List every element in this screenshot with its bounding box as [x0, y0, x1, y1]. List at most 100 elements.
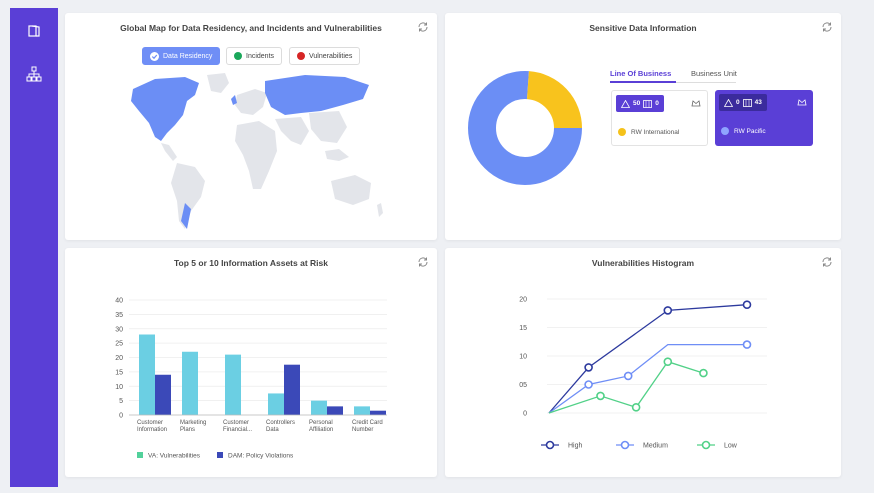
filter-vulnerabilities[interactable]: Vulnerabilities — [289, 47, 361, 65]
active-tab-indicator — [610, 81, 676, 83]
series-line — [548, 304, 748, 414]
business-unit-card[interactable]: 50 0 RW International — [611, 90, 708, 146]
legend-label[interactable]: DAM: Policy Violations — [228, 453, 294, 460]
alert-count: 50 — [633, 100, 641, 107]
crown-icon[interactable] — [797, 97, 807, 107]
x-tick-label: Personal — [309, 420, 333, 426]
business-unit-card-selected[interactable]: 0 43 RW Pacific — [715, 90, 813, 146]
x-tick-label: Controllers — [266, 420, 295, 426]
unit-dot-icon — [618, 128, 626, 136]
unit-name: RW Pacific — [734, 127, 766, 135]
filter-label: Incidents — [246, 52, 275, 60]
refresh-icon[interactable] — [821, 21, 833, 33]
data-point[interactable] — [623, 371, 633, 381]
y-tick-label: 25 — [115, 341, 123, 348]
sensitive-data-card: Sensitive Data Information Line Of Busin… — [445, 13, 841, 240]
bar[interactable] — [284, 364, 300, 415]
refresh-icon[interactable] — [417, 21, 429, 33]
y-tick-label: 15 — [519, 325, 527, 332]
legend-marker — [545, 440, 555, 450]
bar[interactable] — [327, 406, 343, 415]
bar[interactable] — [268, 393, 284, 415]
crown-icon[interactable] — [691, 98, 701, 108]
unit-stats: 0 43 — [719, 94, 767, 111]
bar[interactable] — [139, 334, 155, 416]
y-tick-label: 10 — [115, 384, 123, 391]
x-tick-label: Financial... — [223, 427, 252, 433]
filter-data-residency[interactable]: Data Residency — [142, 47, 221, 65]
book-icon[interactable] — [24, 21, 44, 41]
filter-label: Data Residency — [163, 52, 213, 60]
bar[interactable] — [311, 400, 327, 415]
unit-name-row: RW Pacific — [721, 127, 766, 135]
y-tick-label: 20 — [115, 355, 123, 362]
bar[interactable] — [155, 374, 171, 415]
x-tick-label: Plans — [180, 427, 195, 433]
bar[interactable] — [354, 406, 370, 415]
x-tick-label: Customer — [223, 420, 249, 426]
data-point[interactable] — [699, 368, 708, 378]
vulnerabilities-histogram-card: Vulnerabilities Histogram 0 05 10 15 20 High M… — [445, 248, 841, 477]
refresh-icon[interactable] — [417, 256, 429, 268]
legend-swatch — [217, 452, 223, 458]
filter-label: Vulnerabilities — [309, 52, 353, 60]
legend-label[interactable]: Low — [724, 443, 738, 450]
hierarchy-icon[interactable] — [24, 64, 44, 84]
y-tick-label: 15 — [115, 369, 123, 376]
legend-label[interactable]: Medium — [643, 443, 668, 450]
y-tick-label: 20 — [519, 297, 527, 304]
unit-name: RW International — [631, 128, 680, 136]
x-tick-label: Affiliation — [309, 427, 333, 433]
record-count: 43 — [754, 99, 762, 106]
tab-line-of-business[interactable]: Line Of Business — [610, 69, 672, 78]
legend-marker — [701, 440, 711, 450]
legend-swatch — [137, 452, 143, 458]
bar[interactable] — [370, 410, 386, 415]
donut-chart — [468, 71, 582, 185]
y-tick-label: 30 — [115, 326, 123, 333]
data-point[interactable] — [631, 403, 641, 412]
y-tick-label: 0 — [523, 411, 527, 418]
map-card-title: Global Map for Data Residency, and Incid… — [120, 23, 382, 33]
data-point[interactable] — [584, 363, 593, 372]
data-point[interactable] — [663, 357, 673, 366]
tab-divider — [676, 82, 736, 83]
record-count: 0 — [655, 100, 659, 107]
legend-label[interactable]: High — [568, 443, 583, 450]
database-icon — [742, 98, 752, 107]
x-tick-label: Customer — [137, 420, 163, 426]
x-tick-label: Marketing — [180, 420, 206, 426]
unit-name-row: RW International — [618, 128, 679, 136]
warning-icon — [621, 99, 630, 108]
bar[interactable] — [225, 354, 241, 415]
sensitive-card-title: Sensitive Data Information — [589, 23, 697, 33]
donut-slice[interactable] — [468, 71, 582, 185]
y-tick-label: 40 — [115, 298, 123, 305]
x-tick-label: Credit Card — [352, 420, 383, 426]
legend-label[interactable]: VA: Vulnerabilities — [148, 453, 201, 460]
vulnerabilities-dot-icon — [297, 52, 305, 60]
database-icon — [643, 99, 653, 108]
y-tick-label: 10 — [519, 354, 527, 361]
y-tick-label: 05 — [519, 382, 527, 389]
y-tick-label: 35 — [115, 312, 123, 319]
data-point[interactable] — [742, 300, 752, 310]
check-circle-icon — [150, 51, 159, 61]
y-tick-label: 5 — [119, 398, 123, 405]
data-point[interactable] — [663, 306, 673, 315]
refresh-icon[interactable] — [821, 256, 833, 268]
tab-business-unit[interactable]: Business Unit — [691, 69, 737, 78]
series-line — [548, 360, 704, 414]
data-point[interactable] — [596, 391, 605, 401]
data-point[interactable] — [742, 340, 752, 349]
filter-incidents[interactable]: Incidents — [226, 47, 283, 65]
assets-card-title: Top 5 or 10 Information Assets at Risk — [174, 258, 328, 268]
alert-count: 0 — [736, 99, 740, 106]
map-card: Global Map for Data Residency, and Incid… — [65, 13, 437, 240]
warning-icon — [724, 98, 733, 107]
data-point[interactable] — [584, 380, 593, 389]
histogram-card-title: Vulnerabilities Histogram — [591, 258, 695, 268]
unit-dot-icon — [721, 127, 729, 135]
x-tick-label: Number — [352, 427, 373, 433]
bar[interactable] — [182, 351, 198, 415]
